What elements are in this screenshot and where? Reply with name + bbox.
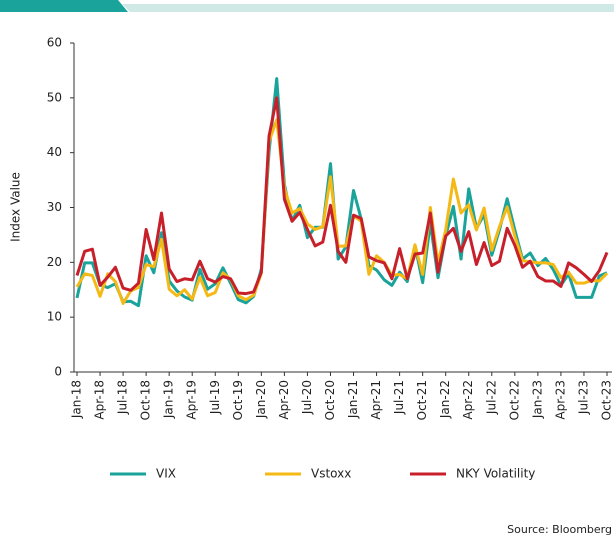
header-tab xyxy=(0,0,128,12)
x-tick-label: Apr-21 xyxy=(369,380,383,420)
y-tick-label: 40 xyxy=(47,145,62,159)
x-tick-label: Apr-20 xyxy=(277,380,291,420)
legend-label: VIX xyxy=(156,467,176,481)
x-tick-label: Oct-19 xyxy=(231,380,245,420)
x-tick-label: Jul-18 xyxy=(116,380,130,415)
x-tick-label: Jan-21 xyxy=(346,380,360,419)
y-tick-label: 10 xyxy=(47,310,62,324)
x-tick-label: Apr-23 xyxy=(553,380,567,420)
x-tick-label: Jan-19 xyxy=(162,380,176,419)
legend-label: Vstoxx xyxy=(311,467,351,481)
x-tick-label: Jul-19 xyxy=(208,380,222,415)
y-tick-label: 20 xyxy=(47,255,62,269)
x-tick-label: Oct-18 xyxy=(139,380,153,420)
series-line xyxy=(75,77,608,308)
x-tick-label: Jul-22 xyxy=(484,380,498,415)
y-tick-label: 50 xyxy=(47,90,62,104)
series-line xyxy=(75,118,609,305)
x-tick-label: Apr-19 xyxy=(185,380,199,420)
source-note: Source: Bloomberg xyxy=(507,523,612,536)
x-tick-label: Oct-20 xyxy=(323,380,337,420)
x-tick-label: Jan-18 xyxy=(70,380,84,419)
x-tick-label: Oct-23 xyxy=(600,380,614,420)
series-line xyxy=(75,96,609,296)
x-tick-label: Apr-22 xyxy=(461,380,475,420)
y-axis-label: Index Value xyxy=(9,172,23,242)
legend-label: NKY Volatility xyxy=(456,467,535,481)
x-tick-label: Jan-22 xyxy=(438,380,452,419)
header-band xyxy=(122,4,614,12)
x-tick-label: Apr-18 xyxy=(93,380,107,420)
x-tick-label: Jul-20 xyxy=(300,380,314,415)
y-tick-label: 60 xyxy=(47,36,62,50)
x-tick-label: Jul-21 xyxy=(392,380,406,415)
x-tick-label: Oct-22 xyxy=(507,380,521,420)
x-tick-label: Oct-21 xyxy=(415,380,429,420)
y-tick-label: 0 xyxy=(54,365,62,379)
x-tick-label: Jan-20 xyxy=(254,380,268,419)
x-tick-label: Jan-23 xyxy=(530,380,544,419)
y-tick-label: 30 xyxy=(47,200,62,214)
x-tick-label: Jul-23 xyxy=(576,380,590,415)
